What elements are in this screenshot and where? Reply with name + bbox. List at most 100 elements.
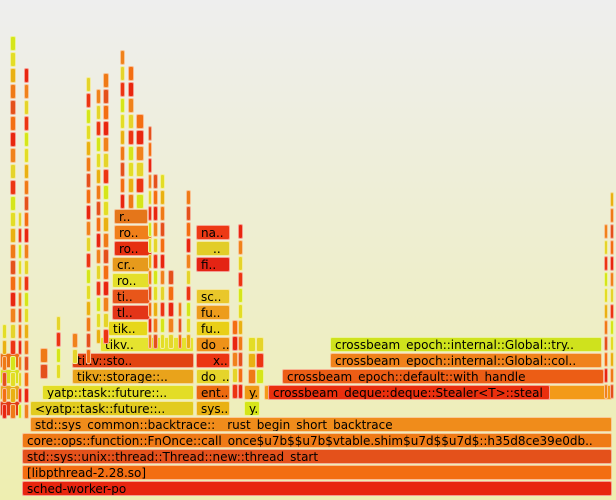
flame-frame-small[interactable] <box>18 308 22 323</box>
flame-frame-small[interactable] <box>10 372 16 387</box>
flame-frame-small[interactable] <box>24 372 29 387</box>
flame-frame-small[interactable] <box>128 114 134 129</box>
flame-frame-small[interactable] <box>24 308 29 323</box>
flame-frame[interactable]: __x.. <box>196 353 230 368</box>
flame-frame-small[interactable] <box>238 336 243 351</box>
flame-frame-small[interactable] <box>238 288 243 303</box>
flame-frame[interactable]: std::sys_common::backtrace::__rust_begin… <box>30 417 612 432</box>
flame-frame-small[interactable] <box>86 333 91 348</box>
flame-frame-small[interactable] <box>186 318 191 333</box>
flame-frame-small[interactable] <box>103 265 109 280</box>
flame-frame-small[interactable] <box>186 286 191 301</box>
flame-frame[interactable]: cr.. <box>112 257 150 272</box>
flame-frame-small[interactable] <box>604 336 608 351</box>
flame-frame-small[interactable] <box>186 222 191 237</box>
flame-frame-small[interactable] <box>2 388 7 403</box>
flame-frame-small[interactable] <box>24 228 29 243</box>
flame-frame-small[interactable] <box>120 98 125 113</box>
flame-frame-small[interactable] <box>10 212 16 227</box>
flame-frame-small[interactable] <box>248 353 256 368</box>
flame-frame-small[interactable] <box>160 302 165 317</box>
flame-frame-small[interactable] <box>2 356 7 371</box>
flame-frame-small[interactable] <box>604 272 608 287</box>
flame-frame-small[interactable] <box>96 153 101 168</box>
flame-frame-small[interactable] <box>604 384 608 399</box>
flame-frame-small[interactable] <box>238 384 243 399</box>
flame-frame-small[interactable] <box>153 238 158 253</box>
flame-frame-small[interactable] <box>136 194 144 209</box>
flame-frame-small[interactable] <box>148 286 152 301</box>
flame-frame-small[interactable] <box>128 98 134 113</box>
flame-frame-small[interactable] <box>248 337 256 352</box>
flame-frame-small[interactable] <box>86 349 91 364</box>
flame-frame-small[interactable] <box>2 372 7 387</box>
flame-frame[interactable]: do_.. <box>196 369 230 384</box>
flame-frame-small[interactable] <box>128 82 134 97</box>
flame-frame[interactable]: std::sys::unix::thread::Thread::new::thr… <box>22 449 612 464</box>
flame-frame-small[interactable] <box>103 217 109 232</box>
flame-frame-small[interactable] <box>24 68 29 83</box>
flame-frame-small[interactable] <box>18 340 22 355</box>
flame-frame-small[interactable] <box>24 356 29 371</box>
flame-frame-small[interactable] <box>24 388 29 403</box>
flame-frame[interactable]: fi.. <box>196 257 230 272</box>
flame-frame-small[interactable] <box>120 194 125 209</box>
flame-frame-small[interactable] <box>86 237 91 252</box>
flame-frame-small[interactable] <box>153 302 158 317</box>
flame-frame-small[interactable] <box>40 348 48 363</box>
flame-frame-small[interactable] <box>160 206 165 221</box>
flame-frame-small[interactable] <box>178 318 182 333</box>
flame-frame-small[interactable] <box>2 324 7 339</box>
flame-frame-small[interactable] <box>610 336 614 351</box>
flame-frame[interactable]: r.. <box>114 209 148 224</box>
flame-frame-small[interactable] <box>153 174 158 189</box>
flame-frame-small[interactable] <box>18 276 22 291</box>
flame-frame-small[interactable] <box>238 320 243 335</box>
flame-frame-small[interactable] <box>186 270 191 285</box>
flame-frame-small[interactable] <box>148 238 152 253</box>
flame-frame-small[interactable] <box>178 334 182 349</box>
flame-frame-small[interactable] <box>10 36 16 51</box>
flame-frame-small[interactable] <box>153 222 158 237</box>
flame-frame[interactable]: y.. <box>244 385 260 400</box>
flame-frame-small[interactable] <box>128 194 134 209</box>
flame-frame-small[interactable] <box>153 334 158 349</box>
flame-frame-small[interactable] <box>10 324 16 339</box>
flame-frame-small[interactable] <box>160 238 165 253</box>
flame-frame-small[interactable] <box>18 228 22 243</box>
flame-frame-small[interactable] <box>248 369 256 384</box>
flame-frame-small[interactable] <box>103 153 109 168</box>
flame-frame-small[interactable] <box>232 368 238 383</box>
flame-frame-small[interactable] <box>24 100 29 115</box>
flame-frame-small[interactable] <box>148 206 152 221</box>
flame-frame-small[interactable] <box>120 162 125 177</box>
flame-frame-small[interactable] <box>10 116 16 131</box>
flame-frame-small[interactable] <box>10 180 16 195</box>
flame-frame-small[interactable] <box>136 114 144 129</box>
flame-frame-small[interactable] <box>72 333 78 348</box>
flame-frame-small[interactable] <box>120 178 125 193</box>
flame-frame[interactable]: ent.. <box>196 385 230 400</box>
flame-frame-small[interactable] <box>86 173 91 188</box>
flame-frame-small[interactable] <box>148 126 152 141</box>
flame-frame-small[interactable] <box>86 77 91 92</box>
flame-frame-small[interactable] <box>160 190 165 205</box>
flame-frame-small[interactable] <box>10 292 16 307</box>
flame-frame[interactable]: tik.. <box>108 321 148 336</box>
flame-frame-small[interactable] <box>24 340 29 355</box>
flame-frame-small[interactable] <box>148 254 152 269</box>
flame-frame-small[interactable] <box>10 164 16 179</box>
flame-frame-small[interactable] <box>153 254 158 269</box>
flame-frame-small[interactable] <box>103 169 109 184</box>
flame-frame-small[interactable] <box>10 68 16 83</box>
flame-frame-small[interactable] <box>2 340 7 355</box>
flame-frame-small[interactable] <box>72 349 78 364</box>
flame-frame-small[interactable] <box>610 256 614 271</box>
flame-frame-small[interactable] <box>10 356 16 371</box>
flame-frame-small[interactable] <box>232 336 238 351</box>
flame-frame-small[interactable] <box>120 114 125 129</box>
flame-frame-small[interactable] <box>256 369 264 384</box>
flame-frame[interactable]: na.. <box>196 225 230 240</box>
flame-frame-small[interactable] <box>604 320 608 335</box>
flame-frame[interactable]: core::ops::function::FnOnce::call_once$u… <box>22 433 612 448</box>
